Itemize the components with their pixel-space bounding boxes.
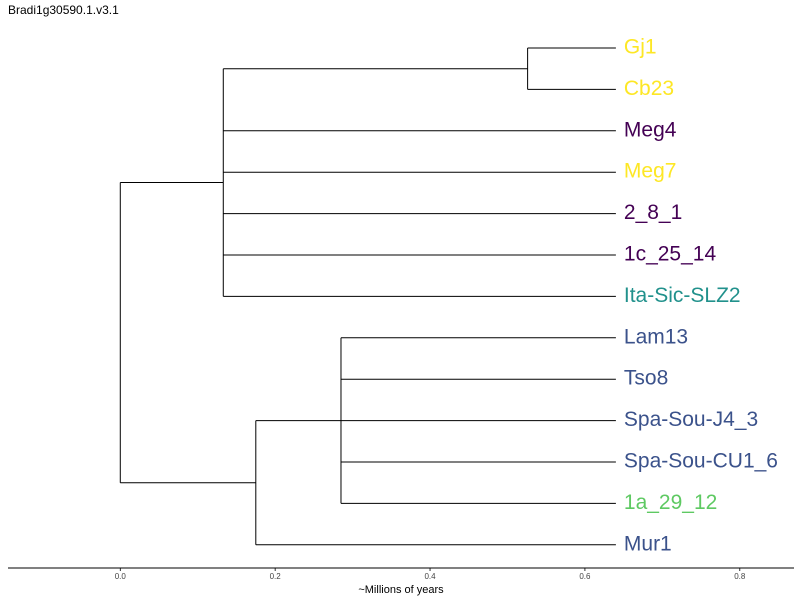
leaf-labels: Gj1 Cb23 Meg4 Meg7 2_8_1 1c_25_14 Ita-Sic-SLZ2… (624, 36, 778, 556)
leaf-label-6: Ita-Sic-SLZ2 (624, 284, 741, 307)
x-tick-label-4: 0.8 (734, 572, 746, 581)
leaf-label-0: Gj1 (624, 36, 657, 59)
leaf-label-7: Lam13 (624, 325, 688, 348)
leaf-label-1: Cb23 (624, 77, 674, 100)
leaf-label-8: Tso8 (624, 367, 668, 390)
x-tick-label-1: 0.2 (270, 572, 282, 581)
tree-branches (119, 47, 616, 546)
leaf-label-12: Mur1 (624, 532, 672, 555)
leaf-label-9: Spa-Sou-J4_3 (624, 408, 758, 431)
x-tick-label-3: 0.6 (579, 572, 591, 581)
chart-title: Bradi1g30590.1.v3.1 (8, 3, 119, 17)
x-axis: 0.0 0.2 0.4 0.6 0.8 (8, 567, 794, 581)
x-tick-label-0: 0.0 (115, 572, 127, 581)
leaf-label-5: 1c_25_14 (624, 243, 717, 266)
leaf-label-3: Meg7 (624, 160, 677, 183)
x-axis-label: ~Millions of years (358, 584, 444, 596)
leaf-label-11: 1a_29_12 (624, 491, 717, 514)
x-tick-label-2: 0.4 (424, 572, 436, 581)
leaf-label-2: Meg4 (624, 118, 677, 141)
leaf-label-4: 2_8_1 (624, 201, 682, 224)
leaf-label-10: Spa-Sou-CU1_6 (624, 450, 778, 473)
